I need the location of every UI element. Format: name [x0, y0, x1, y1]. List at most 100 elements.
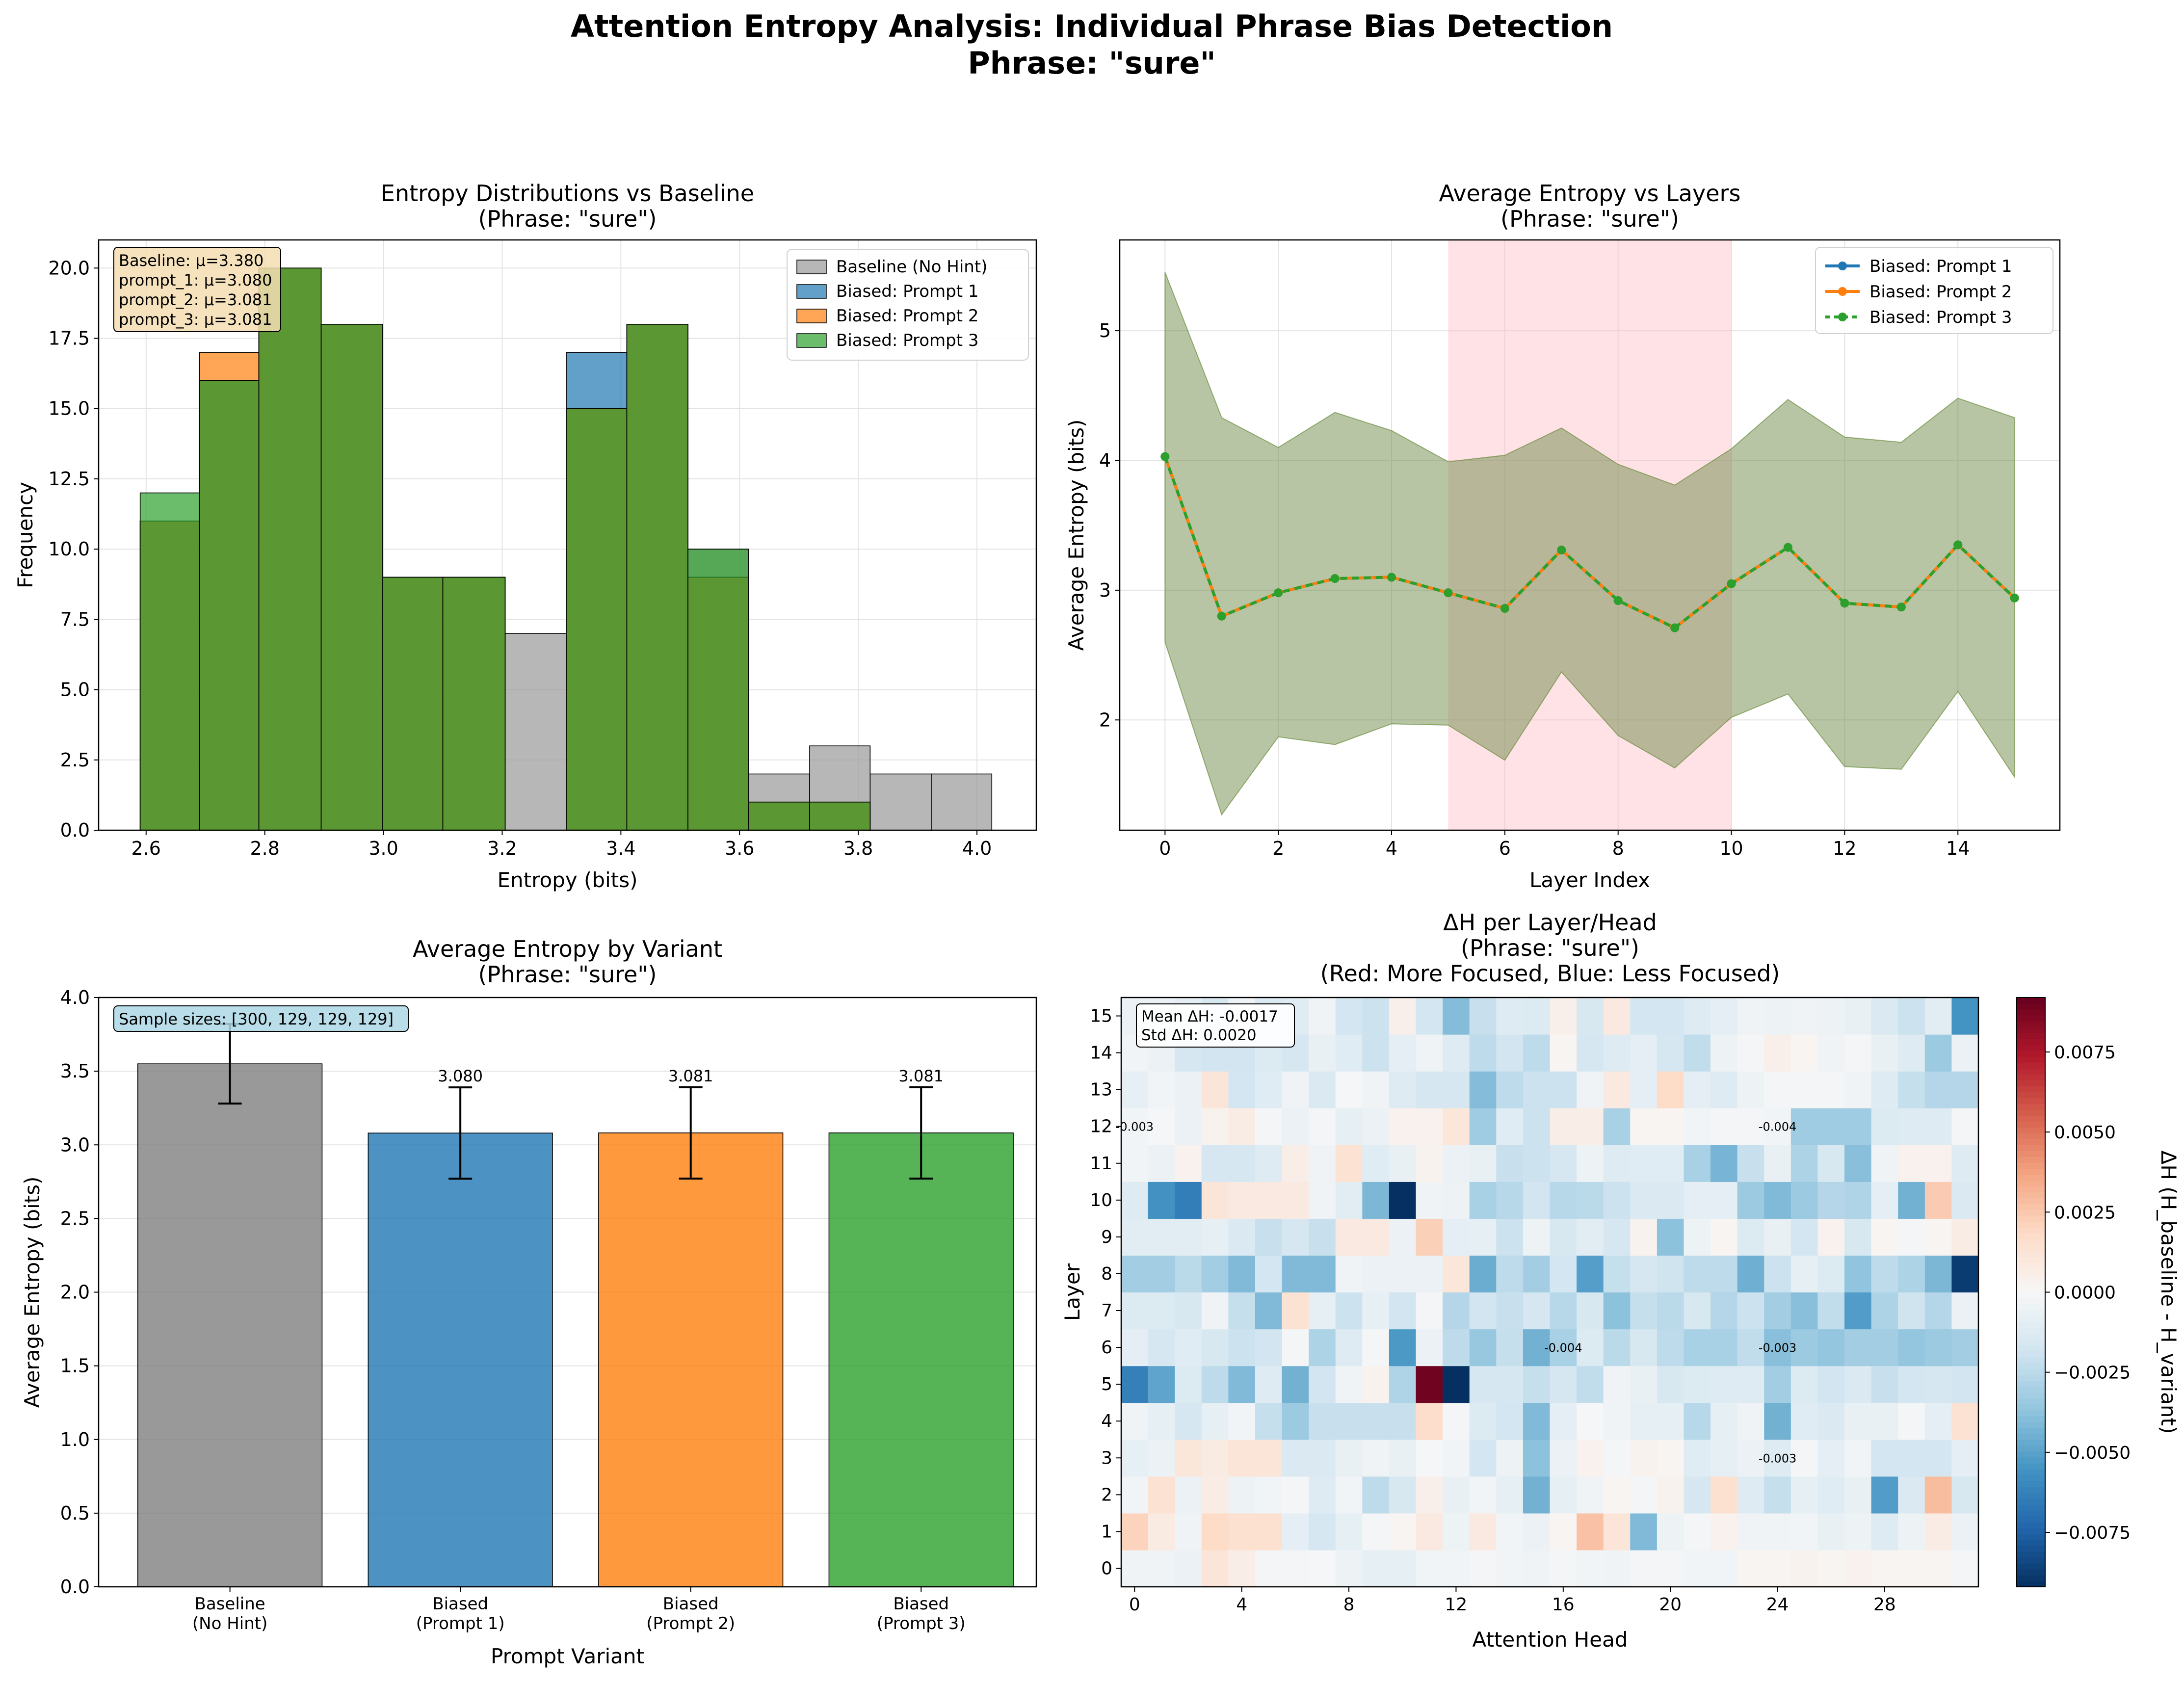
- heatmap-cell: [1335, 1108, 1363, 1145]
- heatmap-cell: [1684, 1218, 1711, 1256]
- heatmap-cell: [1550, 1034, 1577, 1072]
- heatmap-cell: [1148, 1108, 1175, 1145]
- heatmap-cell: [1443, 1255, 1470, 1293]
- heatmap-cell: [1148, 1255, 1175, 1293]
- histogram-bar: [199, 380, 260, 831]
- heatmap-cell: [1416, 1366, 1443, 1403]
- heatmap-cell: [1255, 1071, 1283, 1108]
- heatmap-cell: [1844, 1402, 1872, 1440]
- cell-value-label: -0.003: [1116, 1120, 1154, 1134]
- histogram-bar: [504, 633, 567, 831]
- data-point: [1613, 596, 1623, 605]
- heatmap-cell: [1496, 1182, 1524, 1219]
- heatmap-cell: [1924, 1255, 1952, 1293]
- colorbar-segment: [2017, 1351, 2045, 1358]
- heatmap-cell: [1416, 1292, 1443, 1330]
- heatmap-cell: [1764, 1329, 1791, 1367]
- colorbar-segment: [2017, 1445, 2045, 1452]
- heatmap-cell: [1443, 1402, 1470, 1440]
- heatmap-cell: [1550, 1145, 1577, 1182]
- heatmap-cell: [1228, 1071, 1256, 1108]
- heatmap-cell: [1898, 998, 1925, 1035]
- heatmap-cell: [1362, 1108, 1390, 1145]
- heatmap-cell: [1871, 1145, 1898, 1182]
- heatmap-cell: [1684, 1476, 1711, 1514]
- histogram-bar: [869, 773, 932, 831]
- heatmap-cell: [1228, 1182, 1256, 1219]
- heatmap-cell: [1201, 1145, 1229, 1182]
- heatmap-cell: [1201, 1366, 1229, 1403]
- heatmap-cell: [1898, 1292, 1925, 1330]
- heatmap-cell: [1898, 1218, 1925, 1256]
- heatmap-cell: [1657, 1108, 1684, 1145]
- heatmap-cell: [1255, 1255, 1283, 1293]
- data-point: [1387, 573, 1396, 582]
- heatmap-cell: [1630, 1329, 1658, 1367]
- heatmap-cell: [1844, 998, 1872, 1035]
- heatmap-cell: [1898, 1476, 1925, 1514]
- y-tick-label: 2.5: [60, 749, 90, 771]
- x-tick-label: (Prompt 2): [646, 1614, 735, 1633]
- heatmap-cell: [1764, 1108, 1791, 1145]
- x-tick-label: 3.0: [368, 838, 398, 859]
- heatmap-cell: [1201, 1329, 1229, 1367]
- heatmap-cell: [1764, 1145, 1791, 1182]
- y-tick-label: 15.0: [48, 398, 90, 420]
- heatmap-cell: [1603, 1366, 1631, 1403]
- heatmap-cell: [1710, 1366, 1738, 1403]
- data-point: [1160, 452, 1170, 461]
- heatmap-cell: [1737, 1255, 1764, 1293]
- heatmap-cell: [1790, 1439, 1818, 1477]
- heatmap-cell: [1389, 1402, 1417, 1440]
- heatmap-cell: [1255, 1329, 1283, 1367]
- heatmap-cell: [1550, 1513, 1577, 1551]
- heatmap-cell: [1443, 1145, 1470, 1182]
- heatmap-cell: [1362, 1034, 1390, 1072]
- heatmap-cell: [1710, 1476, 1738, 1514]
- y-tick-label: 5.0: [60, 679, 90, 701]
- heatmap-cell: [1148, 1182, 1175, 1219]
- x-tick-label: 3.8: [843, 838, 873, 859]
- heatmap-cell: [1550, 1218, 1577, 1256]
- heatmap-cell: [1603, 1476, 1631, 1514]
- colorbar-segment: [2017, 1292, 2045, 1299]
- heatmap-cell: [1175, 1255, 1202, 1293]
- heatmap-cell: [1924, 1329, 1952, 1367]
- heatmap-cell: [1201, 1182, 1229, 1219]
- heatmap-cell: [1309, 1034, 1336, 1072]
- heatmap-cell: [1148, 1439, 1175, 1477]
- heatmap-cell: [1148, 1366, 1175, 1403]
- heatmap-cell: [1416, 1145, 1443, 1182]
- x-tick-label: 4.0: [962, 838, 992, 859]
- heatmap-cell: [1630, 1182, 1658, 1219]
- y-tick-label: 20.0: [48, 257, 90, 279]
- heatmap-cell: [1737, 1550, 1764, 1587]
- x-tick-label: (Prompt 1): [416, 1614, 505, 1633]
- heatmap-cell: [1282, 1439, 1309, 1477]
- heatmap-cell: [1362, 1550, 1390, 1587]
- x-axis-label: Attention Head: [1472, 1628, 1628, 1652]
- colorbar-segment: [2017, 1121, 2045, 1128]
- x-tick-label: 20: [1659, 1595, 1682, 1615]
- colorbar-segment: [2017, 1186, 2045, 1192]
- colorbar-segment: [2017, 1416, 2045, 1422]
- y-axis-label: Average Entropy (bits): [20, 1177, 44, 1408]
- heatmap-cell: [1523, 1329, 1551, 1367]
- legend-label: Biased: Prompt 2: [1869, 282, 2012, 302]
- heatmap-cell: [1523, 1366, 1551, 1403]
- heatmap-cell: [1469, 1108, 1497, 1145]
- heatmap-cell: [1443, 1071, 1470, 1108]
- heatmap-cell: [1844, 1108, 1872, 1145]
- y-tick-label: 4.0: [60, 987, 90, 1008]
- colorbar-segment: [2017, 1315, 2045, 1322]
- heatmap-cell: [1737, 1513, 1764, 1551]
- heatmap-cell: [1309, 1513, 1336, 1551]
- heatmap-cell: [1496, 1550, 1524, 1587]
- heatmap-cell: [1309, 1402, 1336, 1440]
- x-tick-label: 28: [1873, 1595, 1896, 1615]
- y-tick-label: 1: [1101, 1522, 1112, 1542]
- heatmap-cell: [1924, 1366, 1952, 1403]
- y-tick-label: 4: [1099, 449, 1111, 471]
- heatmap-cell: [1710, 1034, 1738, 1072]
- heatmap-cell: [1389, 1218, 1417, 1256]
